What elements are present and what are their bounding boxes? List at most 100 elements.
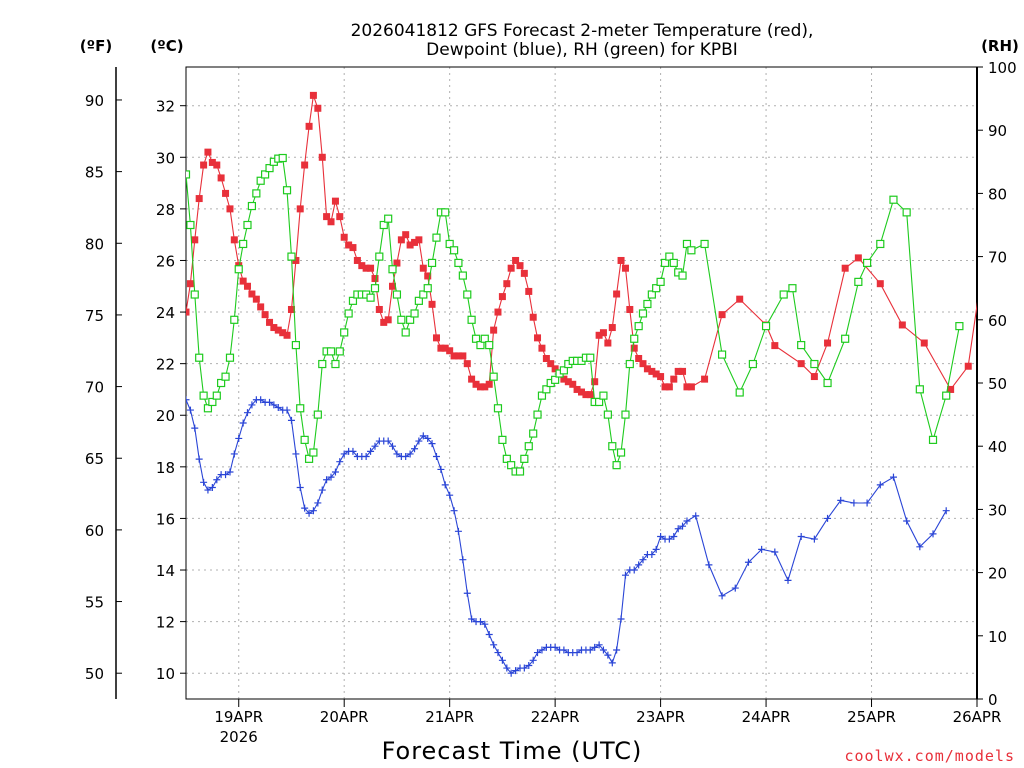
temperature-point	[507, 264, 515, 272]
dewpoint-point	[305, 509, 313, 517]
axes: 10 12 14 16 18 20 22 24 26 28 30 32 50 55 60 65 70 75 80 85…	[85, 59, 1017, 746]
rh-point	[612, 461, 621, 470]
dewpoint-point	[287, 416, 295, 424]
dewpoint-point	[266, 398, 274, 406]
temperature-point	[208, 158, 216, 166]
rh-point	[186, 220, 195, 230]
dewpoint-point	[560, 646, 568, 654]
dewpoint-point	[393, 450, 401, 458]
temperature-point	[630, 344, 638, 352]
rh-point	[595, 397, 604, 407]
dewpoint-point	[270, 401, 278, 409]
dewpoint-point	[512, 667, 520, 675]
temperature-point	[674, 367, 682, 375]
temperature-point	[599, 329, 607, 337]
rh-point	[498, 435, 507, 444]
rh-point	[761, 322, 771, 331]
temperature-point	[621, 264, 629, 272]
dewpoint-point	[402, 453, 410, 461]
dewpoint-point	[309, 507, 317, 515]
celsius-tick-label: 28	[156, 201, 175, 219]
dewpoint-point	[665, 535, 673, 543]
dewpoint-point	[635, 561, 643, 569]
fahrenheit-tick-label: 80	[85, 235, 104, 253]
rh-point	[928, 435, 938, 444]
fahrenheit-tick-label: 60	[85, 522, 104, 540]
dewpoint-point	[186, 396, 190, 404]
rh-point	[586, 353, 595, 362]
temperature-point	[243, 282, 251, 290]
celsius-tick-label: 32	[156, 98, 175, 116]
rh-point	[335, 347, 344, 356]
temperature-point	[520, 269, 528, 277]
dewpoint-point	[186, 406, 194, 414]
rh-point	[313, 410, 322, 419]
dewpoint-point	[718, 592, 726, 600]
celsius-tick-label: 24	[156, 304, 175, 322]
temperature-point	[349, 244, 357, 252]
temperature-point	[718, 311, 726, 319]
dewpoint-point	[679, 522, 687, 530]
temperature-point	[661, 383, 669, 391]
temperature-point	[701, 375, 709, 383]
dewpoint-point	[419, 432, 427, 440]
dewpoint-point	[657, 532, 665, 540]
rh-point	[876, 239, 885, 249]
dewpoint-point	[336, 458, 344, 466]
dewpoint-point	[349, 447, 357, 455]
dewpoint-point	[239, 419, 247, 427]
dewpoint-point	[367, 447, 375, 455]
dewpoint-point	[235, 434, 243, 442]
temperature-point	[683, 383, 691, 391]
temperature-point	[441, 344, 449, 352]
temperature-point	[309, 91, 317, 99]
rh-point	[379, 220, 388, 230]
dewpoint-point	[485, 631, 493, 639]
dewpoint-line	[186, 399, 947, 674]
dewpoint-point	[200, 478, 208, 486]
celsius-tick-label: 18	[156, 459, 175, 477]
rh-point	[375, 252, 384, 261]
rh-point	[520, 454, 529, 463]
temperature-point	[665, 383, 673, 391]
dewpoint-point	[283, 406, 291, 414]
rh-point	[432, 233, 441, 242]
celsius-tick-label: 16	[156, 510, 175, 528]
rh-point	[902, 208, 911, 217]
temperature-line	[186, 95, 977, 396]
rh-point	[476, 340, 485, 350]
dewpoint-point	[613, 646, 621, 654]
celsius-tick-label: 30	[156, 149, 175, 167]
celsius-tick-label: 10	[156, 665, 175, 683]
temperature-point	[648, 367, 656, 375]
rh-point	[410, 309, 419, 318]
temperature-point	[586, 391, 594, 399]
temperature-point	[824, 339, 832, 347]
temperature-point	[898, 321, 906, 329]
temperature-point	[626, 305, 634, 313]
dewpoint-point	[630, 566, 638, 574]
temperature-point	[261, 311, 269, 319]
temperature-point	[582, 391, 590, 399]
rh-point	[603, 410, 612, 419]
rh-point	[190, 290, 199, 299]
temperature-point	[314, 104, 322, 112]
x-year-label: 2026	[220, 728, 258, 746]
temperature-point	[323, 213, 331, 221]
rh-point	[507, 461, 516, 470]
rh-point	[471, 334, 481, 343]
temperature-point	[652, 370, 660, 378]
temperature-point	[195, 195, 203, 203]
rh-point	[863, 258, 872, 268]
temperature-point	[186, 308, 190, 316]
dewpoint-point	[314, 499, 322, 507]
dewpoint-point	[437, 465, 445, 473]
rh-point	[537, 391, 547, 400]
dewpoint-point	[327, 473, 335, 481]
temperature-point	[406, 241, 414, 249]
temperature-point	[964, 362, 972, 370]
temperature-point	[468, 375, 476, 383]
rh-point	[454, 258, 463, 268]
temperature-point	[670, 375, 678, 383]
temperature-point	[437, 344, 445, 352]
